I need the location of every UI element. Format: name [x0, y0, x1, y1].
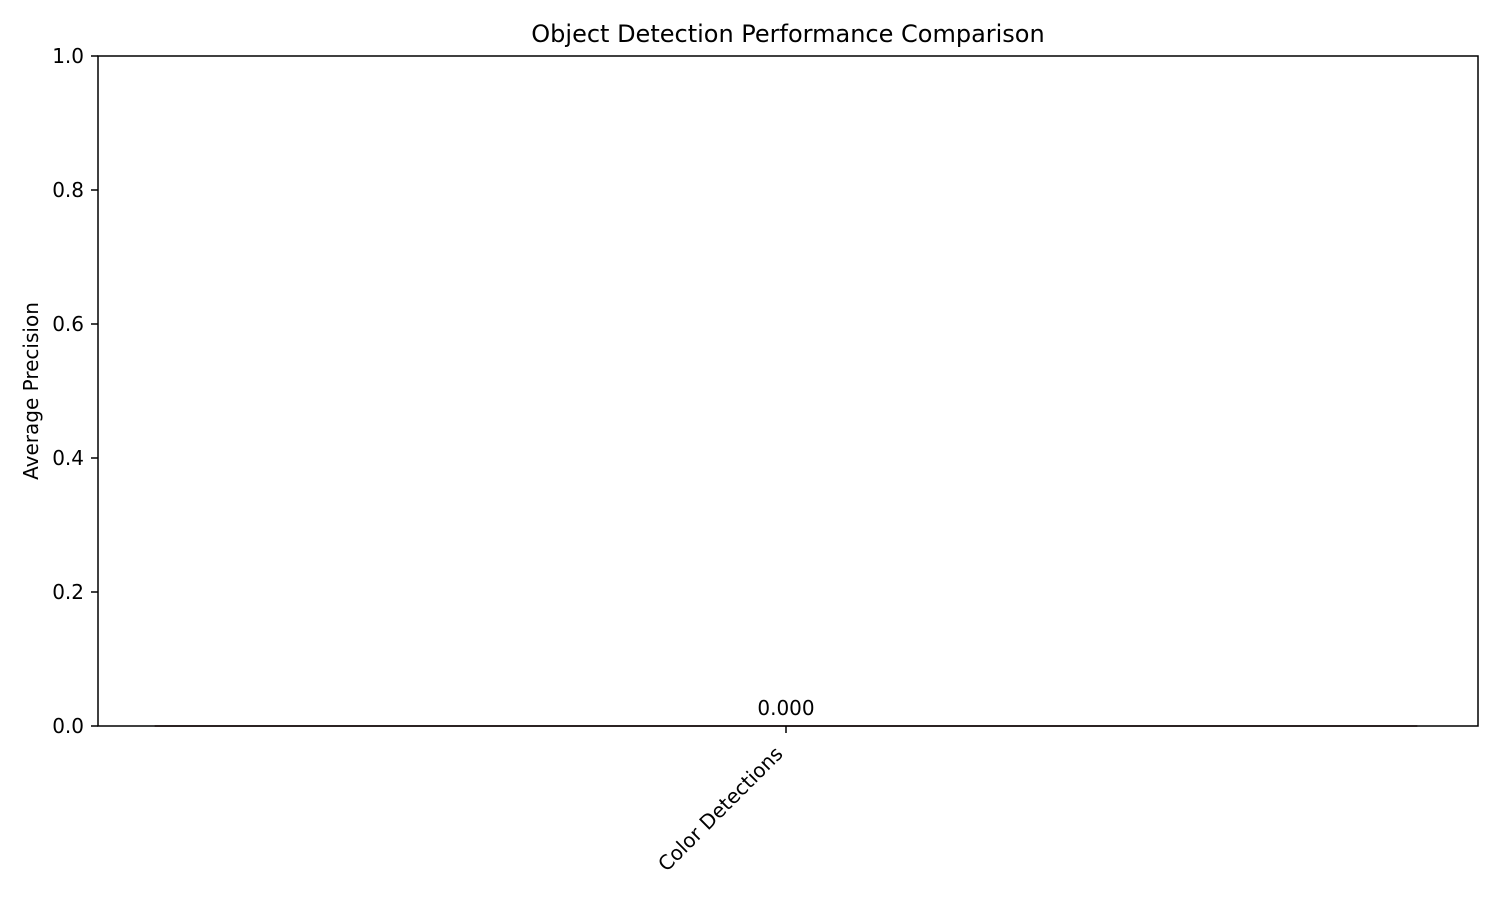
y-axis: 0.0 0.2 0.4 0.6 0.8 1.0 [52, 44, 98, 738]
plot-frame [97, 55, 1479, 727]
chart-title: Object Detection Performance Comparison [531, 20, 1044, 48]
y-tick-label: 0.4 [52, 446, 84, 470]
y-tick-label: 1.0 [52, 44, 84, 68]
y-tick-label: 0.8 [52, 178, 84, 202]
y-tick-label: 0.6 [52, 312, 84, 336]
y-tick-label: 0.0 [52, 714, 84, 738]
value-labels: 0.000 [757, 696, 814, 720]
bar-value-label: 0.000 [757, 696, 814, 720]
y-tick-label: 0.2 [52, 580, 84, 604]
x-axis: Color Detections [653, 726, 788, 876]
y-axis-label: Average Precision [19, 302, 43, 480]
x-tick-label: Color Detections [653, 742, 787, 876]
